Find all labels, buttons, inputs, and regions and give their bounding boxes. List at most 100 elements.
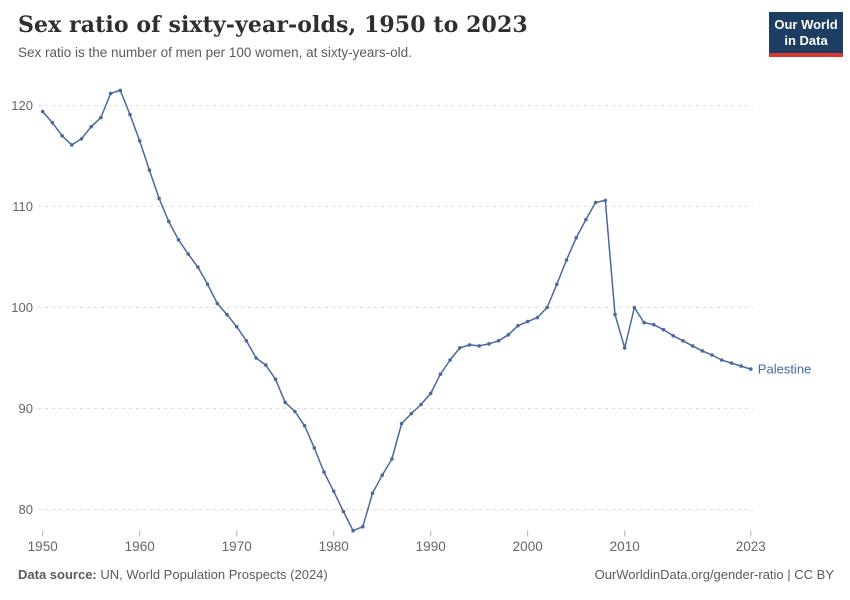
y-tick-label: 120 <box>11 98 33 113</box>
data-point <box>370 491 375 496</box>
y-tick-label: 110 <box>12 199 33 214</box>
data-point <box>710 353 714 357</box>
logo-line2: in Data <box>784 32 828 48</box>
chart-url-link[interactable]: OurWorldinData.org/gender-ratio <box>594 567 784 582</box>
data-point <box>574 236 578 240</box>
data-point <box>642 320 646 325</box>
data-point <box>632 305 637 310</box>
data-point <box>496 339 501 343</box>
data-point <box>380 473 385 478</box>
data-point <box>215 301 220 306</box>
data-point <box>60 134 64 138</box>
data-point <box>361 524 365 529</box>
data-point <box>564 258 569 262</box>
data-point <box>729 361 734 365</box>
page-title: Sex ratio of sixty-year-olds, 1950 to 20… <box>18 12 528 38</box>
data-point <box>428 391 433 396</box>
owid-logo[interactable]: Our World in Data <box>769 12 843 57</box>
data-point <box>477 344 482 348</box>
data-point <box>467 343 472 347</box>
data-point <box>341 509 346 514</box>
data-point <box>671 334 675 338</box>
data-source-label: Data source: <box>18 567 97 582</box>
data-point <box>749 367 753 371</box>
x-tick-label: 1950 <box>28 539 58 554</box>
data-point <box>89 124 93 129</box>
data-point <box>419 402 423 407</box>
data-point <box>234 324 239 329</box>
data-point <box>283 400 288 405</box>
data-point <box>186 252 190 256</box>
data-point <box>409 411 414 416</box>
data-line[interactable] <box>42 89 752 532</box>
x-tick-label: 2023 <box>736 539 766 554</box>
data-source: Data source: UN, World Population Prospe… <box>18 567 328 582</box>
x-axis-labels: 1950 1960 1970 1980 1990 2000 2010 2023 <box>28 539 766 554</box>
data-point <box>322 470 326 474</box>
series-label[interactable]: Palestine <box>758 362 811 377</box>
y-gridlines <box>38 105 753 510</box>
y-tick-label: 90 <box>19 401 33 416</box>
chart-footer: Data source: UN, World Population Prospe… <box>18 567 834 582</box>
data-points[interactable] <box>40 88 753 533</box>
x-axis-ticks <box>42 530 752 537</box>
footer-right: OurWorldinData.org/gender-ratio | CC BY <box>595 567 834 582</box>
data-point <box>399 421 404 426</box>
data-point <box>390 457 394 461</box>
x-tick-label: 1960 <box>125 539 155 554</box>
data-point <box>613 312 617 317</box>
x-tick-label: 2010 <box>610 539 640 554</box>
data-point <box>50 120 55 125</box>
x-tick-label: 1980 <box>319 539 349 554</box>
data-point <box>448 358 452 362</box>
data-point <box>351 528 355 533</box>
chart-subtitle: Sex ratio is the number of men per 100 w… <box>18 45 412 61</box>
data-point <box>739 364 743 368</box>
data-point <box>331 489 336 494</box>
chart-header: Sex ratio of sixty-year-olds, 1950 to 20… <box>18 12 758 60</box>
data-point <box>302 423 307 428</box>
data-point <box>719 358 724 362</box>
data-point <box>225 312 229 317</box>
data-point <box>661 327 666 332</box>
data-point <box>458 346 462 350</box>
data-point <box>584 217 588 222</box>
data-point <box>312 446 317 450</box>
data-point <box>167 219 171 224</box>
license-text: | CC BY <box>783 567 834 582</box>
x-tick-label: 1970 <box>222 539 252 554</box>
data-point <box>108 91 113 96</box>
data-point <box>545 305 549 310</box>
data-point <box>128 112 132 117</box>
data-point <box>196 265 200 269</box>
data-point <box>525 319 530 324</box>
logo-accent-bar <box>769 52 843 57</box>
data-point <box>244 339 249 343</box>
data-point <box>293 409 297 414</box>
y-axis-labels: 80 90 100 110 120 <box>11 98 33 517</box>
data-point <box>99 115 103 120</box>
data-point <box>593 200 598 205</box>
data-point <box>137 139 142 143</box>
data-point <box>264 363 268 367</box>
data-point <box>506 333 511 337</box>
data-point <box>516 323 520 328</box>
y-tick-label: 100 <box>11 300 33 315</box>
data-point <box>176 238 181 242</box>
data-source-text: UN, World Population Prospects (2024) <box>96 567 328 582</box>
data-point <box>205 282 210 287</box>
data-point <box>681 339 685 343</box>
data-point <box>535 315 540 320</box>
x-tick-label: 1990 <box>416 539 446 554</box>
data-point <box>79 137 84 141</box>
data-point <box>487 342 491 346</box>
data-point <box>147 168 152 172</box>
data-point <box>700 349 705 353</box>
y-tick-label: 80 <box>19 502 33 517</box>
data-point <box>70 143 74 147</box>
data-point <box>118 88 123 93</box>
data-point <box>603 198 608 203</box>
x-tick-label: 2000 <box>513 539 543 554</box>
